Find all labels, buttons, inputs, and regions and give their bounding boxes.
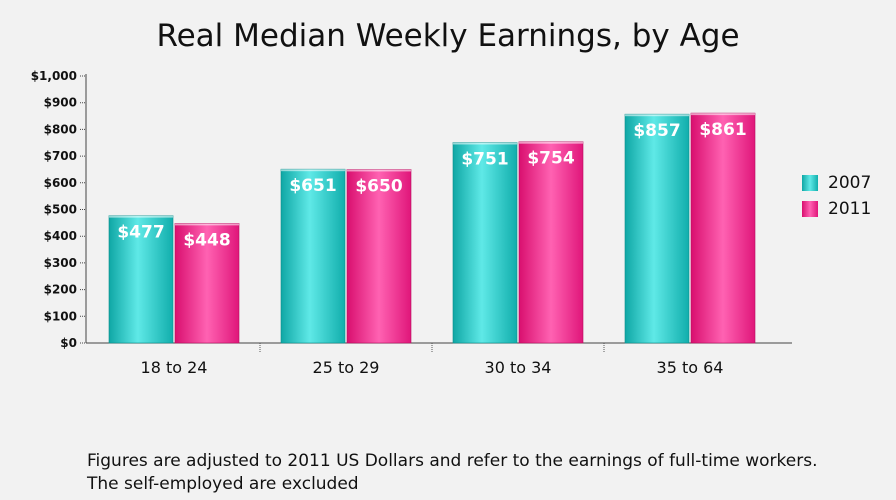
footnote-line-1: Figures are adjusted to 2011 US Dollars …	[87, 451, 818, 471]
x-tick-label: 25 to 29	[313, 358, 380, 377]
y-tick-label: $1,000	[31, 69, 77, 83]
bar-top-highlight	[281, 169, 345, 172]
bar-top-highlight	[109, 215, 173, 218]
y-tick-label: $400	[44, 229, 77, 243]
data-label: $650	[355, 176, 402, 196]
y-tick-label: $800	[44, 122, 77, 136]
bar-2007-2	[280, 168, 346, 344]
bars	[108, 112, 756, 344]
y-tick-label: $200	[44, 283, 77, 297]
bar-2007-4	[624, 113, 690, 344]
bar-2011-3	[518, 141, 584, 344]
data-label: $651	[289, 176, 336, 196]
data-label: $477	[117, 223, 164, 243]
y-tick-label: $900	[44, 96, 77, 110]
bar-2007-1	[108, 215, 174, 344]
y-tick-label: $100	[44, 309, 77, 323]
bar-top-highlight	[691, 113, 755, 116]
bar-top-highlight	[175, 223, 239, 226]
legend-swatch-2011	[802, 201, 818, 217]
y-tick-label: $600	[44, 176, 77, 190]
y-tick-label: $700	[44, 149, 77, 163]
y-tick-label: $500	[44, 203, 77, 217]
labels: 18 to 24 25 to 29 30 to 34 35 to 64 $477 $448…	[117, 120, 746, 377]
y-tick-label: $300	[44, 256, 77, 270]
y-tick-label: $0	[60, 336, 77, 350]
data-label: $754	[527, 149, 574, 169]
footnote-line-2: The self-employed are excluded	[87, 474, 359, 494]
bar-top-highlight	[519, 141, 583, 144]
chart-title: Real Median Weekly Earnings, by Age	[156, 18, 740, 54]
x-tick-label: 30 to 34	[485, 358, 552, 377]
bar-top-highlight	[453, 142, 517, 145]
legend-item-2011: 2011	[802, 196, 871, 222]
footnote: Figures are adjusted to 2011 US Dollars …	[87, 450, 817, 496]
x-tick-label: 18 to 24	[141, 358, 208, 377]
data-label: $751	[461, 149, 508, 169]
bar-2011-1	[174, 223, 240, 344]
legend-label-2007: 2007	[828, 173, 872, 193]
bar-chart: $0 $100 $200 $300 $400 $500 $600 $700 $800 $900 $1…	[31, 69, 792, 377]
data-label: $448	[183, 230, 230, 250]
legend-label-2011: 2011	[828, 199, 872, 219]
bar-top-highlight	[625, 114, 689, 117]
bar-2011-4	[690, 112, 756, 344]
bar-2011-2	[346, 169, 412, 344]
bar-2007-3	[452, 142, 518, 344]
data-label: $857	[633, 121, 680, 141]
x-tick-label: 35 to 64	[657, 358, 724, 377]
legend: 2007 2011	[802, 170, 871, 222]
axes: $0 $100 $200 $300 $400 $500 $600 $700 $800 $900 $1…	[31, 69, 792, 353]
bar-top-highlight	[347, 169, 411, 172]
legend-item-2007: 2007	[802, 170, 871, 196]
data-label: $861	[699, 120, 746, 140]
legend-swatch-2007	[802, 175, 818, 191]
